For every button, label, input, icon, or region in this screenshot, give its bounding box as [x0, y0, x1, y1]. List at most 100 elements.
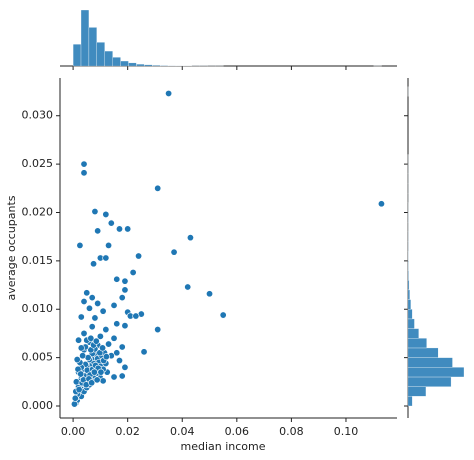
point	[99, 307, 107, 315]
y-tick-label: 0.010	[22, 302, 54, 315]
histogram-bar	[407, 270, 409, 281]
histogram-bar	[407, 309, 413, 320]
point	[83, 289, 91, 297]
point	[132, 312, 140, 320]
point	[219, 311, 227, 319]
point	[165, 89, 173, 97]
point	[94, 227, 102, 235]
point	[87, 334, 95, 342]
y-tick-label: 0.000	[22, 399, 54, 412]
histogram-bar	[407, 376, 452, 387]
histogram-bar	[407, 347, 439, 358]
histogram-bar	[407, 386, 427, 397]
histogram-bar	[96, 42, 105, 67]
point	[77, 370, 85, 378]
point	[93, 376, 101, 384]
y-tick-label: 0.005	[22, 351, 54, 364]
x-tick-label: 0.06	[225, 425, 250, 438]
point	[80, 298, 88, 306]
histogram-bar	[136, 63, 145, 67]
histogram-bar	[120, 60, 129, 67]
point	[102, 326, 110, 334]
x-axis-label: median income	[180, 440, 265, 453]
point	[102, 353, 110, 361]
point	[71, 394, 79, 402]
y-tick-label: 0.025	[22, 157, 54, 170]
histogram-bar	[112, 57, 121, 67]
point	[85, 304, 93, 312]
point	[91, 314, 99, 322]
point	[94, 299, 102, 307]
point	[80, 160, 88, 168]
histogram-bar	[407, 338, 427, 349]
histogram-bar	[88, 27, 97, 67]
point	[115, 225, 123, 233]
point	[73, 356, 81, 364]
point	[90, 260, 98, 268]
point	[97, 368, 105, 376]
histogram-bar	[407, 318, 415, 329]
point	[80, 169, 88, 177]
point	[72, 378, 80, 386]
point	[206, 290, 214, 298]
point	[121, 363, 129, 371]
point	[75, 386, 83, 394]
histogram-bar	[407, 289, 410, 300]
point	[186, 234, 194, 242]
point	[88, 294, 96, 302]
point	[105, 241, 113, 249]
y-tick-label: 0.020	[22, 205, 54, 218]
point	[77, 344, 85, 352]
histogram-bar	[72, 44, 82, 67]
histogram-bar	[407, 357, 453, 368]
point	[110, 301, 118, 309]
point	[121, 286, 129, 294]
point	[105, 340, 113, 348]
point	[88, 323, 96, 331]
x-tick-label: 0.10	[334, 425, 359, 438]
point	[377, 200, 385, 208]
y-tick-label: 0.015	[22, 254, 54, 267]
point	[70, 400, 78, 408]
point	[75, 336, 83, 344]
point	[118, 294, 126, 302]
point	[96, 332, 104, 340]
histogram-bar	[128, 62, 137, 67]
point	[102, 254, 110, 262]
point	[118, 372, 126, 380]
point	[92, 337, 100, 345]
point	[154, 326, 162, 334]
histogram-bar	[407, 328, 419, 339]
point	[76, 241, 84, 249]
point	[113, 349, 121, 357]
point	[88, 379, 96, 387]
point	[99, 344, 107, 352]
histogram-bar	[80, 9, 90, 67]
histogram-bar	[407, 299, 412, 310]
point	[121, 322, 129, 330]
point	[121, 277, 129, 285]
point	[170, 248, 178, 256]
point	[80, 329, 88, 337]
histogram-bar	[104, 50, 113, 67]
x-tick-label: 0.00	[61, 425, 86, 438]
point	[102, 210, 110, 218]
point	[124, 225, 132, 233]
point	[113, 275, 121, 283]
point	[154, 184, 162, 192]
point	[110, 373, 118, 381]
point	[115, 357, 123, 365]
histogram-bar	[144, 64, 153, 67]
histogram-bar	[407, 367, 465, 378]
histogram-bar	[407, 280, 410, 291]
x-tick-label: 0.04	[170, 425, 195, 438]
point	[90, 368, 98, 376]
x-tick-label: 0.02	[115, 425, 140, 438]
point	[79, 352, 87, 360]
point	[110, 334, 118, 342]
point	[77, 313, 85, 321]
histogram-bar	[407, 396, 413, 407]
point	[118, 343, 126, 351]
point	[91, 208, 99, 216]
